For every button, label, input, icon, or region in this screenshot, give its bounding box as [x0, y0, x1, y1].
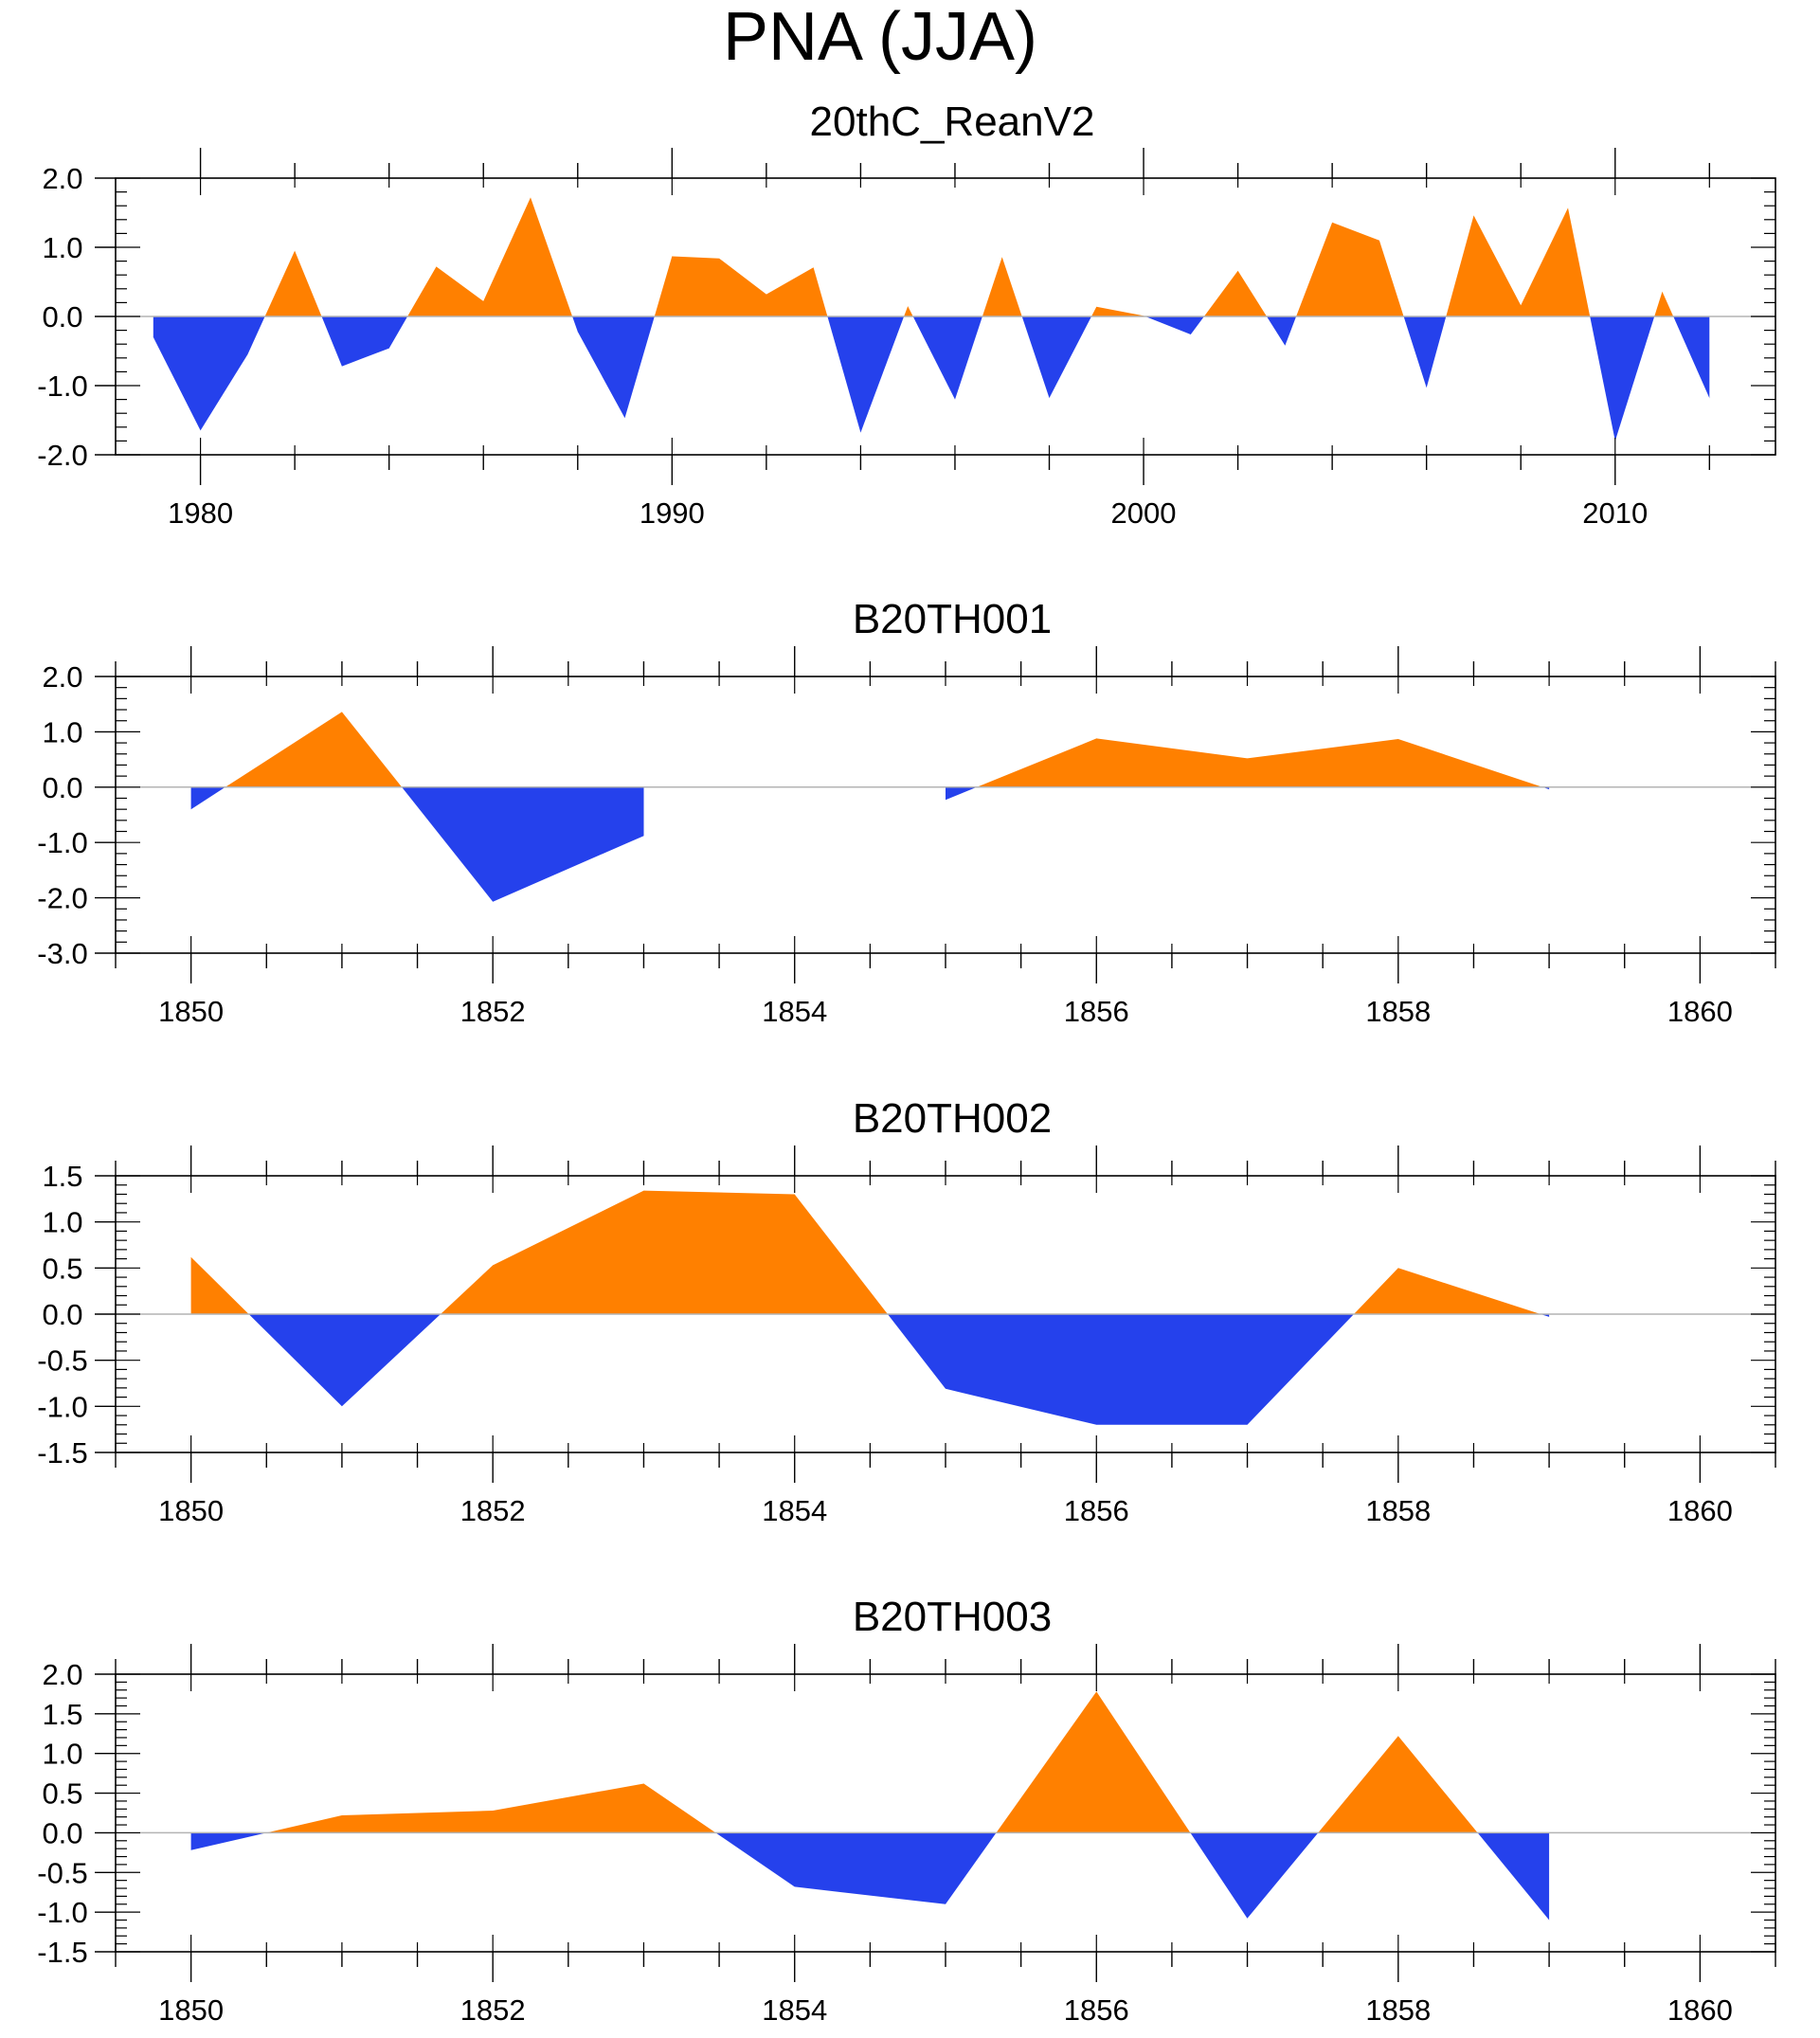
x-tick-label: 1860	[1667, 995, 1733, 1028]
negative-anomaly-area	[1021, 316, 1091, 399]
y-tick-label: 0.0	[42, 771, 82, 804]
x-tick-label: 1856	[1064, 1494, 1129, 1527]
y-tick-label: -1.5	[37, 1936, 87, 1969]
panel-b20th002: B20TH002 1850 1852 1854 1856 1858 1860 -1.5 -1.0…	[37, 1095, 1776, 1527]
negative-anomaly-area	[1673, 316, 1710, 399]
x-tick-label: 1852	[460, 1993, 526, 2027]
negative-anomaly-area	[572, 316, 655, 419]
negative-anomaly-area	[1144, 316, 1204, 334]
positive-anomaly-area	[190, 1256, 249, 1314]
positive-anomaly-area	[977, 738, 1543, 787]
negative-anomaly-area	[321, 316, 408, 367]
x-tick-label: 1854	[762, 995, 827, 1028]
negative-anomaly-area	[1403, 316, 1447, 388]
y-tick-label: -1.0	[37, 370, 87, 403]
positive-anomaly-area	[1318, 1736, 1478, 1833]
negative-anomaly-area	[1477, 1832, 1550, 1921]
positive-anomaly-area	[407, 197, 573, 316]
y-tick-label: 1.0	[42, 231, 82, 264]
x-tick-label: 1980	[168, 496, 233, 530]
panel-title: 20thC_ReanV2	[810, 99, 1095, 145]
x-tick-label: 1850	[158, 995, 224, 1028]
panel-title: B20TH003	[853, 1594, 1052, 1640]
negative-anomaly-area	[402, 786, 644, 902]
positive-anomaly-area	[264, 250, 322, 316]
negative-anomaly-area	[912, 316, 982, 400]
negative-anomaly-area	[1267, 316, 1297, 346]
positive-anomaly-area	[654, 256, 828, 316]
y-tick-label: -0.5	[37, 1344, 87, 1378]
x-tick-label: 2010	[1582, 496, 1648, 530]
positive-anomaly-area	[982, 257, 1022, 316]
x-tick-label: 1858	[1365, 1494, 1431, 1527]
x-tick-label: 1856	[1064, 1993, 1129, 2027]
y-tick-label: 1.0	[42, 1206, 82, 1239]
x-tick-label: 1990	[640, 496, 705, 530]
x-tick-label: 1856	[1064, 995, 1129, 1028]
y-tick-label: 0.0	[42, 300, 82, 334]
positive-anomaly-area	[1296, 222, 1404, 316]
positive-anomaly-area	[266, 1783, 716, 1833]
y-tick-label: -3.0	[37, 937, 87, 970]
x-tick-label: 1858	[1365, 995, 1431, 1028]
panel-b20th003: B20TH003 1850 1852 1854 1856 1858 1860 -1.5 -1.0…	[37, 1594, 1776, 2027]
x-tick-label: 2000	[1111, 496, 1177, 530]
negative-anomaly-area	[153, 316, 265, 431]
plot-frame	[115, 1673, 1776, 1953]
positive-anomaly-area	[225, 712, 403, 787]
panel-title: B20TH002	[853, 1095, 1052, 1142]
y-tick-label: 0.0	[42, 1816, 82, 1849]
x-tick-label: 1858	[1365, 1993, 1431, 2027]
negative-anomaly-area	[190, 1832, 267, 1850]
x-tick-label: 1850	[158, 1993, 224, 2027]
negative-anomaly-area	[1190, 1832, 1319, 1919]
x-tick-label: 1854	[762, 1993, 827, 2027]
positive-anomaly-area	[996, 1691, 1191, 1833]
y-tick-label: -1.0	[37, 1390, 87, 1423]
positive-anomaly-area	[1446, 207, 1591, 316]
y-tick-label: 0.5	[42, 1252, 82, 1285]
y-tick-label: 2.0	[42, 660, 82, 694]
x-tick-label: 1852	[460, 995, 526, 1028]
positive-anomaly-area	[1091, 306, 1145, 316]
plot-frame	[115, 676, 1776, 954]
negative-anomaly-area	[827, 316, 905, 433]
negative-anomaly-area	[946, 786, 977, 801]
x-tick-label: 1852	[460, 1494, 526, 1527]
x-tick-label: 1860	[1667, 1494, 1733, 1527]
y-tick-label: -0.5	[37, 1856, 87, 1889]
y-tick-label: -1.0	[37, 1896, 87, 1929]
panel-b20th001: B20TH001 1850 1852 1854 1856 1858 1860 -3.0 -2.0…	[37, 596, 1776, 1028]
y-tick-label: 1.5	[42, 1160, 82, 1193]
panel-title: B20TH001	[853, 596, 1052, 642]
y-tick-label: -1.0	[37, 826, 87, 859]
y-tick-label: 2.0	[42, 162, 82, 195]
panel-20thc-reanv2: 20thC_ReanV2 1980 1990 2000 2010 -2.0 -1.0 0.0 1…	[37, 99, 1776, 530]
negative-anomaly-area	[1590, 316, 1655, 442]
negative-anomaly-area	[248, 1314, 441, 1407]
negative-anomaly-area	[715, 1832, 997, 1904]
negative-anomaly-area	[887, 1314, 1354, 1425]
positive-anomaly-area	[1654, 291, 1674, 316]
y-tick-label: 1.0	[42, 1738, 82, 1771]
y-tick-label: 0.5	[42, 1777, 82, 1811]
y-tick-label: 2.0	[42, 1658, 82, 1691]
positive-anomaly-area	[441, 1190, 888, 1314]
positive-anomaly-area	[1354, 1268, 1541, 1314]
y-tick-label: -2.0	[37, 882, 87, 915]
positive-anomaly-area	[1203, 270, 1267, 316]
figure-title: PNA (JJA)	[723, 0, 1037, 75]
y-tick-label: 0.0	[42, 1298, 82, 1331]
negative-anomaly-area	[190, 786, 225, 810]
y-tick-label: 1.0	[42, 715, 82, 748]
x-tick-label: 1850	[158, 1494, 224, 1527]
y-tick-label: 1.5	[42, 1698, 82, 1731]
positive-anomaly-area	[904, 306, 913, 316]
x-tick-label: 1860	[1667, 1993, 1733, 2027]
y-tick-label: -2.0	[37, 439, 87, 472]
y-tick-label: -1.5	[37, 1436, 87, 1470]
x-tick-label: 1854	[762, 1494, 827, 1527]
